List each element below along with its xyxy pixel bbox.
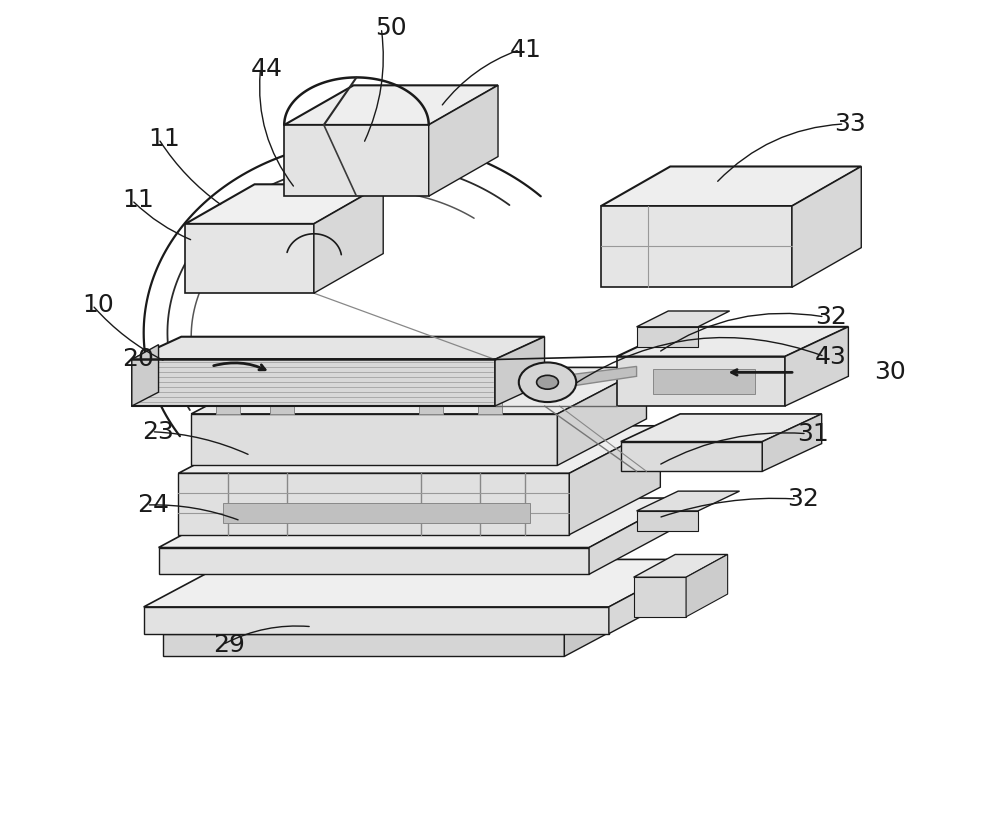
Polygon shape [314, 184, 383, 293]
Text: 23: 23 [142, 420, 174, 444]
Polygon shape [634, 577, 686, 617]
Polygon shape [634, 554, 728, 577]
Polygon shape [185, 184, 383, 224]
Polygon shape [495, 337, 545, 406]
Polygon shape [419, 396, 443, 414]
Polygon shape [589, 498, 681, 574]
Polygon shape [569, 426, 660, 535]
Text: 50: 50 [375, 16, 407, 40]
Polygon shape [132, 344, 159, 406]
Polygon shape [284, 85, 498, 125]
Text: 43: 43 [815, 344, 847, 369]
Polygon shape [223, 503, 530, 523]
Text: 10: 10 [82, 293, 114, 317]
Text: 44: 44 [251, 58, 283, 81]
Polygon shape [617, 327, 848, 357]
Ellipse shape [519, 362, 576, 402]
Polygon shape [601, 206, 792, 287]
Polygon shape [637, 327, 698, 347]
Polygon shape [191, 367, 646, 414]
Polygon shape [785, 327, 848, 406]
Polygon shape [478, 396, 502, 414]
Polygon shape [132, 360, 495, 406]
Text: 24: 24 [137, 493, 169, 517]
Polygon shape [621, 442, 762, 471]
Polygon shape [270, 396, 294, 414]
Text: 30: 30 [874, 361, 906, 384]
Polygon shape [163, 633, 564, 656]
Text: 32: 32 [787, 487, 819, 511]
Text: 11: 11 [149, 127, 180, 151]
Polygon shape [653, 370, 755, 394]
Polygon shape [144, 607, 609, 633]
Polygon shape [557, 366, 637, 388]
Polygon shape [564, 587, 653, 656]
Polygon shape [185, 224, 314, 293]
Polygon shape [609, 559, 698, 633]
Ellipse shape [537, 375, 558, 389]
Polygon shape [429, 85, 498, 196]
Polygon shape [132, 337, 545, 360]
Text: 31: 31 [797, 422, 829, 446]
Polygon shape [686, 554, 728, 617]
Polygon shape [621, 414, 822, 442]
Polygon shape [762, 414, 822, 471]
Polygon shape [792, 167, 861, 287]
Polygon shape [557, 367, 646, 466]
Text: 33: 33 [835, 112, 866, 136]
Polygon shape [163, 587, 653, 633]
Polygon shape [159, 548, 589, 574]
Polygon shape [178, 473, 569, 535]
Polygon shape [601, 167, 861, 206]
Polygon shape [637, 311, 730, 327]
Text: 32: 32 [815, 305, 847, 329]
Polygon shape [216, 396, 240, 414]
Polygon shape [637, 511, 698, 531]
Polygon shape [144, 559, 698, 607]
Text: 20: 20 [122, 348, 154, 371]
Polygon shape [191, 414, 557, 466]
Polygon shape [617, 357, 785, 406]
Text: 29: 29 [213, 632, 245, 657]
Text: 11: 11 [122, 188, 154, 212]
Polygon shape [284, 125, 429, 196]
Text: 41: 41 [510, 37, 542, 62]
Polygon shape [637, 491, 740, 511]
Polygon shape [159, 498, 681, 548]
Polygon shape [178, 426, 660, 473]
